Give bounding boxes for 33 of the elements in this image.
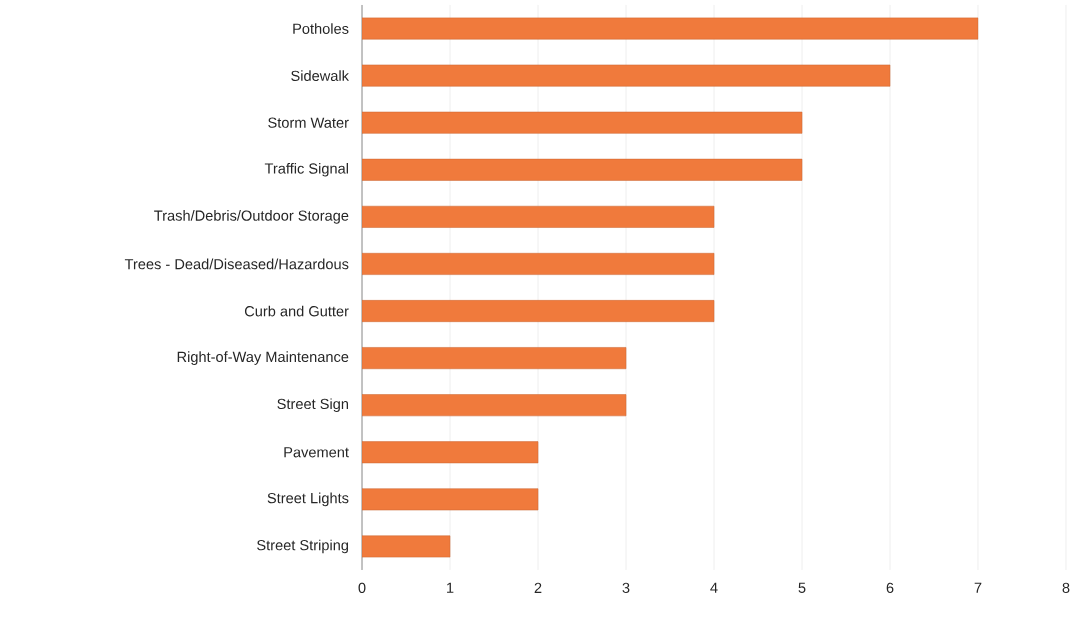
y-tick-label: Trees - Dead/Diseased/Hazardous [124, 258, 349, 270]
y-tick-label: Right-of-Way Maintenance [177, 351, 349, 365]
y-tick-label: Traffic Signal [264, 162, 348, 177]
x-tick-label: 1 [447, 582, 454, 593]
y-tick-label: Sidewalk [291, 70, 349, 81]
y-tick-label: Street Lights [267, 492, 349, 507]
y-tick-label: Storm Water [268, 117, 349, 128]
x-tick-label: 3 [622, 582, 630, 594]
x-tick-label: 5 [798, 582, 806, 593]
bar [362, 158, 803, 181]
bar [362, 253, 715, 275]
y-tick-label: Trash/Debris/Outdoor Storage [154, 210, 349, 224]
bar [362, 64, 891, 87]
bar [362, 535, 451, 558]
x-tick-label: 8 [1062, 582, 1070, 594]
bar [362, 488, 539, 511]
x-tick-label: 6 [886, 582, 894, 594]
x-tick-label: 0 [358, 582, 366, 594]
y-tick-label: Pavement [284, 447, 349, 458]
y-tick-label: Curb and Gutter [244, 305, 349, 317]
x-tick-label: 2 [534, 582, 542, 593]
bar [362, 300, 715, 322]
bar [362, 205, 715, 228]
x-tick-label: 7 [974, 582, 982, 593]
bar [362, 17, 979, 40]
bar [362, 347, 627, 370]
bar [362, 394, 627, 417]
y-tick-label: Street Striping [257, 539, 349, 554]
bar [362, 111, 803, 134]
y-tick-label: Potholes [293, 23, 349, 34]
bar [362, 441, 539, 464]
y-tick-label: Street Sign [277, 398, 348, 412]
x-tick-label: 4 [710, 582, 718, 593]
